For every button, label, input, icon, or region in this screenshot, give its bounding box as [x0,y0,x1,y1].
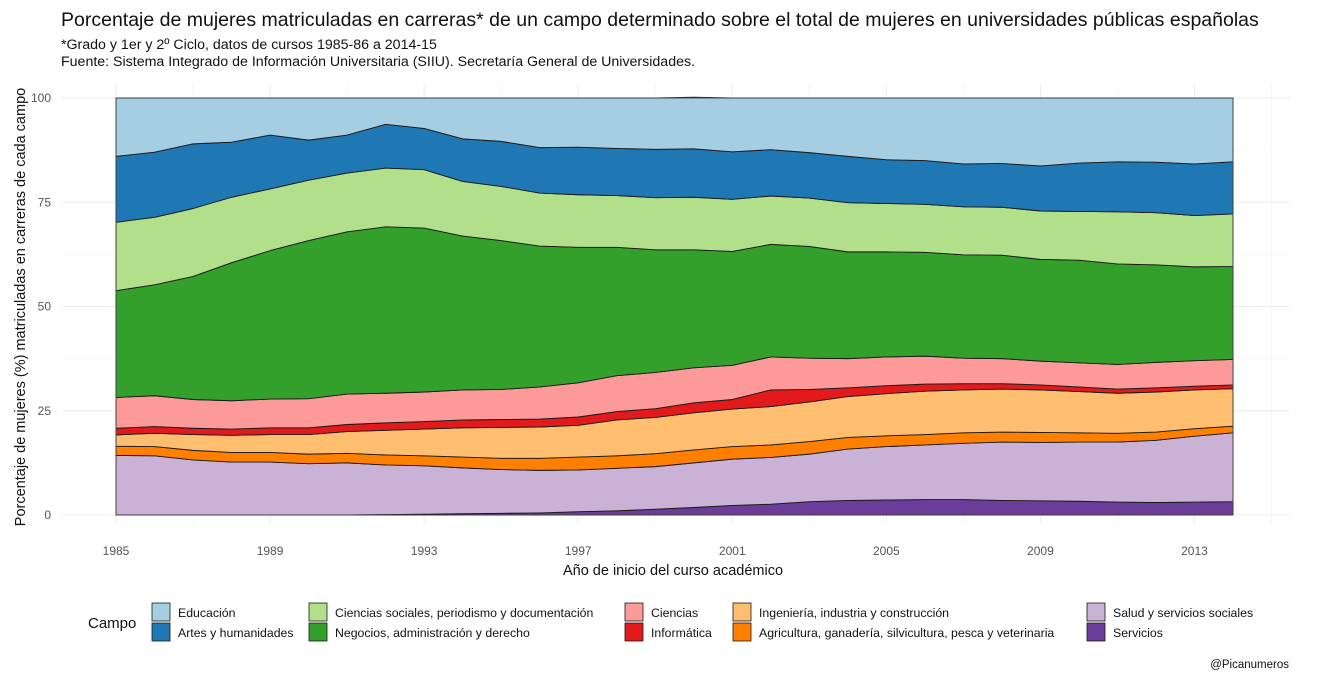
legend-label: Agricultura, ganadería, silvicultura, pe… [759,626,1054,640]
y-axis-title: Porcentaje de mujeres (%) matriculadas e… [13,88,29,526]
chart-subtitle-line-2: Fuente: Sistema Integrado de Información… [61,54,695,70]
legend-swatch [624,622,644,642]
legend-label: Ciencias sociales, periodismo y document… [335,606,594,620]
x-tick-label: 1993 [411,544,438,558]
legend-title: Campo [88,615,136,632]
stacked-areas [115,96,1234,516]
legend-label: Educación [178,606,236,620]
legend: Campo Educación Artes y humanidades Cienci… [88,602,1253,642]
x-tick-label: 2013 [1181,544,1208,558]
x-tick-label: 2001 [719,544,746,558]
legend-swatch [624,602,644,622]
legend-swatch [732,622,752,642]
y-tick-label: 25 [38,404,52,418]
x-tick-label: 1985 [103,544,130,558]
x-tick-label: 1989 [257,544,284,558]
legend-swatch [1086,602,1106,622]
chart-subtitle-line-1: *Grado y 1er y 2º Ciclo, datos de cursos… [61,37,437,53]
legend-label: Ingeniería, industria y construcción [759,606,949,620]
legend-label: Salud y servicios sociales [1113,606,1253,620]
legend-swatch [151,622,171,642]
legend-label: Servicios [1113,626,1163,640]
y-axis-ticks: 0 25 50 75 100 [31,91,51,522]
y-tick-label: 100 [31,91,51,105]
chart-title: Porcentaje de mujeres matriculadas en ca… [61,9,1259,31]
legend-label: Artes y humanidades [178,626,294,640]
x-axis-ticks: 1985 1989 1993 1997 2001 2005 2009 2013 [103,544,1209,558]
legend-swatch [308,622,328,642]
legend-swatch [308,602,328,622]
legend-swatch [1086,622,1106,642]
legend-label: Negocios, administración y derecho [335,626,530,640]
x-tick-label: 2009 [1027,544,1054,558]
legend-swatch [732,602,752,622]
y-tick-label: 0 [44,508,51,522]
legend-label: Informática [651,626,712,640]
x-tick-label: 1997 [565,544,592,558]
legend-label: Ciencias [651,606,698,620]
x-axis-title: Año de inicio del curso académico [563,563,783,579]
y-tick-label: 50 [38,300,52,314]
panel-border [115,97,1234,516]
legend-swatch [151,602,171,622]
chart-caption: @Picanumeros [1210,659,1289,671]
x-tick-label: 2005 [873,544,900,558]
y-tick-label: 75 [38,195,52,209]
